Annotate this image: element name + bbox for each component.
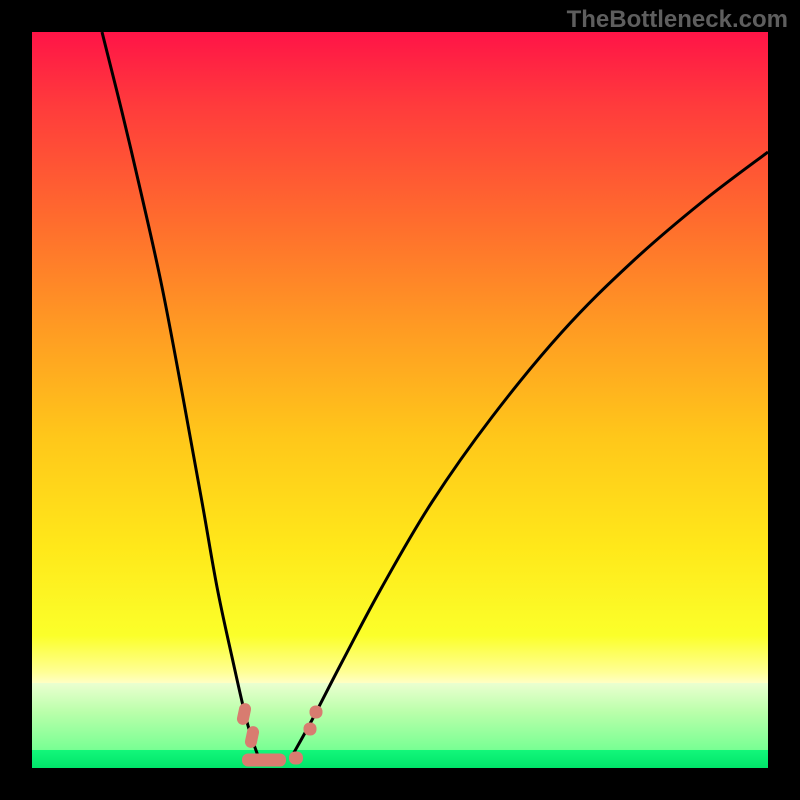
marker-group [236, 702, 323, 767]
marker [304, 723, 317, 736]
marker [242, 754, 286, 767]
marker [310, 706, 323, 719]
marker [244, 725, 260, 749]
watermark-text: TheBottleneck.com [567, 6, 788, 34]
marker [289, 752, 303, 765]
curve-layer [32, 32, 768, 768]
marker [236, 702, 252, 726]
figure-frame: TheBottleneck.com [0, 0, 800, 800]
plot-area [32, 32, 768, 768]
left-branch-path [102, 32, 258, 756]
right-branch-path [292, 152, 768, 756]
